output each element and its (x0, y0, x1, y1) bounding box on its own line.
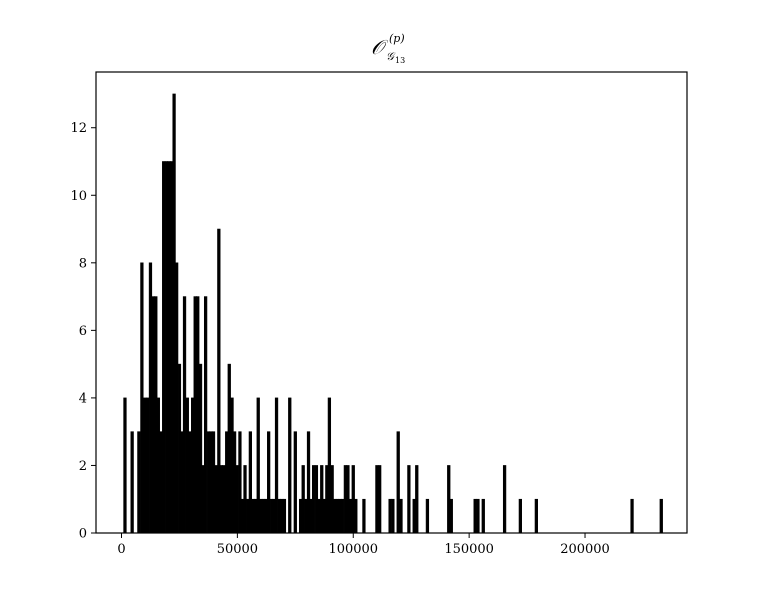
histogram-bar (196, 296, 200, 534)
histogram-bar (388, 498, 392, 534)
histogram-bar (378, 465, 382, 534)
histogram-bar (137, 431, 141, 534)
histogram-bar (211, 431, 216, 534)
x-tick-label: 150000 (444, 542, 494, 557)
histogram-bar (146, 397, 150, 534)
x-tick-label: 50000 (217, 542, 258, 557)
histogram-bar (396, 431, 400, 534)
y-tick-label: 4 (79, 391, 87, 406)
title-superscript: (p) (389, 32, 405, 45)
histogram-bar (227, 363, 231, 534)
histogram-bar (348, 498, 353, 534)
plot-area-frame (95, 71, 688, 534)
histogram-bar (293, 431, 297, 534)
y-tick-label: 10 (70, 189, 87, 204)
histogram-bar (282, 498, 287, 534)
histogram-bar (203, 296, 208, 534)
histogram-bar (473, 498, 477, 534)
title-subscript: 𝒢 (386, 50, 396, 63)
y-tick-label: 2 (79, 459, 87, 474)
title-subsubscript: 13 (395, 56, 405, 65)
histogram-bar (311, 465, 316, 534)
histogram-bar (340, 498, 345, 534)
histogram-bar (407, 465, 411, 534)
histogram-bar (659, 498, 663, 534)
histogram-bar (288, 397, 292, 534)
x-tick-label: 200000 (560, 542, 610, 557)
histogram-bar (130, 431, 134, 534)
x-tick-label: 0 (117, 542, 125, 557)
histogram-bar (333, 498, 337, 534)
histogram-bar (354, 498, 358, 534)
bars-group (123, 93, 663, 534)
histogram-bar (425, 498, 430, 534)
y-tick-label: 12 (70, 121, 87, 136)
histogram-bar (301, 465, 305, 534)
histogram-bar (222, 465, 226, 534)
histogram-bar (375, 465, 379, 534)
histogram-bar (481, 498, 485, 534)
histogram-bar (162, 161, 166, 534)
y-tick-label: 6 (79, 324, 87, 339)
y-axis-ticks: 0 2 4 6 8 10 12 (70, 121, 96, 542)
histogram-bar (476, 498, 480, 534)
histogram-bar (259, 498, 263, 534)
histogram-bar (362, 498, 366, 534)
histogram-bar (140, 262, 144, 534)
histogram-bar (175, 262, 179, 534)
histogram-bar (449, 498, 453, 534)
histogram-bar (243, 465, 247, 534)
histogram-bar (399, 498, 403, 534)
histogram-bar (518, 498, 522, 534)
histogram-bar (415, 465, 419, 534)
histogram-bar (534, 498, 538, 534)
histogram-bar (267, 431, 271, 534)
histogram-bar (274, 397, 279, 534)
histogram-bar (502, 465, 507, 534)
histogram-bar (235, 465, 239, 534)
histogram-bar (151, 296, 155, 534)
histogram-bar (317, 498, 321, 534)
histogram-bar (182, 296, 187, 534)
histogram-bar (248, 431, 252, 534)
histogram-bar (630, 498, 634, 534)
y-tick-label: 8 (79, 256, 87, 271)
x-axis-ticks: 0 50000 100000 150000 200000 (117, 533, 610, 557)
histogram-bar (391, 498, 395, 534)
x-tick-label: 100000 (328, 542, 378, 557)
y-tick-label: 0 (79, 527, 87, 542)
histogram-bar (188, 431, 192, 534)
histogram-bar (159, 431, 163, 534)
histogram-bar (327, 397, 332, 534)
histogram-bar (123, 397, 127, 534)
